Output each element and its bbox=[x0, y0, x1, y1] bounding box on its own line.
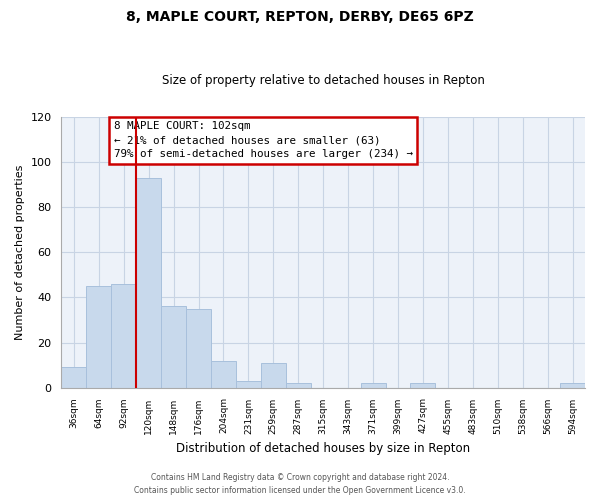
Bar bbox=[286, 383, 311, 388]
Bar bbox=[186, 309, 211, 388]
Bar bbox=[560, 383, 585, 388]
Bar bbox=[236, 381, 261, 388]
X-axis label: Distribution of detached houses by size in Repton: Distribution of detached houses by size … bbox=[176, 442, 470, 455]
Text: 8 MAPLE COURT: 102sqm
← 21% of detached houses are smaller (63)
79% of semi-deta: 8 MAPLE COURT: 102sqm ← 21% of detached … bbox=[114, 122, 413, 160]
Bar bbox=[161, 306, 186, 388]
Title: Size of property relative to detached houses in Repton: Size of property relative to detached ho… bbox=[162, 74, 485, 87]
Text: 8, MAPLE COURT, REPTON, DERBY, DE65 6PZ: 8, MAPLE COURT, REPTON, DERBY, DE65 6PZ bbox=[126, 10, 474, 24]
Bar bbox=[86, 286, 111, 388]
Bar bbox=[361, 383, 386, 388]
Text: Contains HM Land Registry data © Crown copyright and database right 2024.
Contai: Contains HM Land Registry data © Crown c… bbox=[134, 474, 466, 495]
Bar bbox=[410, 383, 436, 388]
Bar bbox=[61, 368, 86, 388]
Bar bbox=[261, 363, 286, 388]
Y-axis label: Number of detached properties: Number of detached properties bbox=[15, 165, 25, 340]
Bar bbox=[111, 284, 136, 388]
Bar bbox=[211, 360, 236, 388]
Bar bbox=[136, 178, 161, 388]
